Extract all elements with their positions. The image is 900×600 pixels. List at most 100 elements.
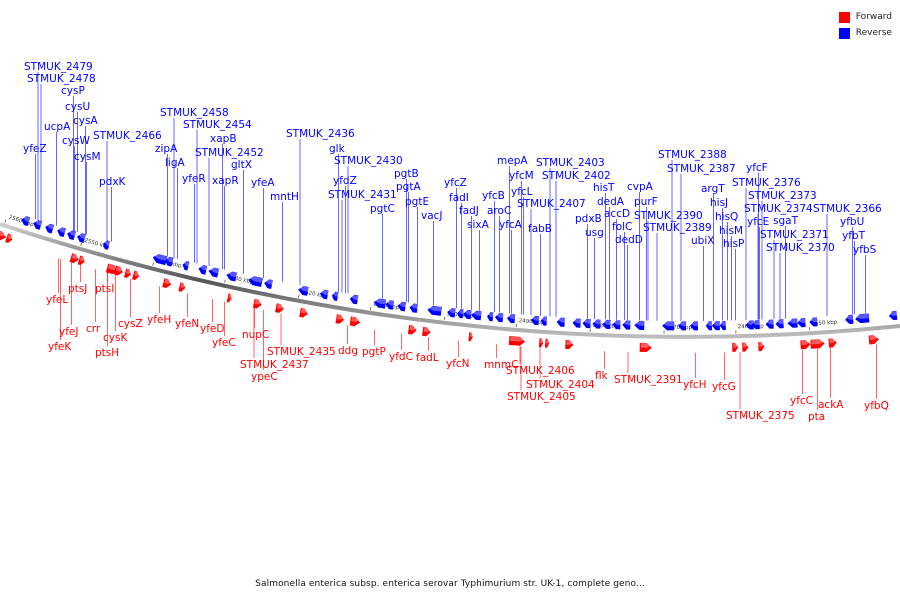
- gene-label-reverse[interactable]: yfdZ: [333, 175, 357, 294]
- reverse-feature[interactable]: [540, 316, 548, 326]
- forward-feature[interactable]: [538, 338, 544, 348]
- reverse-feature[interactable]: [56, 226, 67, 238]
- gene-label-reverse[interactable]: STMUK_2452: [195, 147, 264, 267]
- gene-label-forward[interactable]: yfcH: [683, 352, 707, 391]
- reverse-feature[interactable]: [662, 321, 675, 331]
- forward-feature[interactable]: [758, 342, 765, 352]
- gene-label-reverse[interactable]: STMUK_2371: [760, 229, 829, 320]
- gene-label-forward[interactable]: yfeN: [175, 293, 199, 330]
- gene-label-reverse[interactable]: hisM: [719, 225, 743, 321]
- gene-label-reverse[interactable]: cvpA: [627, 181, 654, 321]
- gene-label-reverse[interactable]: STMUK_2390: [634, 210, 703, 321]
- gene-label-forward[interactable]: fadL: [416, 336, 439, 364]
- reverse-feature[interactable]: [751, 320, 760, 330]
- gene-label-reverse[interactable]: pdxK: [99, 176, 127, 242]
- reverse-feature[interactable]: [592, 319, 601, 329]
- reverse-feature[interactable]: [506, 313, 516, 324]
- gene-label-forward[interactable]: yfeJ: [59, 262, 78, 338]
- gene-label-reverse[interactable]: usg: [585, 227, 604, 319]
- forward-feature[interactable]: [800, 340, 811, 350]
- gene-label-reverse[interactable]: mepA: [497, 155, 528, 314]
- gene-label-forward[interactable]: yfeH: [147, 286, 171, 326]
- gene-label-reverse[interactable]: STMUK_2403: [536, 157, 605, 317]
- legend-item-forward[interactable]: Forward: [838, 9, 892, 25]
- reverse-feature[interactable]: [385, 300, 395, 310]
- gene-label-reverse[interactable]: cysM: [74, 151, 101, 235]
- reverse-feature[interactable]: [495, 312, 504, 323]
- gene-label-reverse[interactable]: xapB: [210, 133, 237, 270]
- gene-label-reverse[interactable]: sixA: [467, 219, 490, 311]
- forward-feature[interactable]: [407, 325, 417, 335]
- gene-label-reverse[interactable]: STMUK_2458: [160, 107, 229, 258]
- forward-feature[interactable]: [508, 335, 526, 346]
- reverse-feature[interactable]: [349, 294, 359, 305]
- reverse-feature[interactable]: [373, 298, 387, 309]
- reverse-feature[interactable]: [556, 317, 566, 327]
- gene-label-reverse[interactable]: STMUK_2454: [183, 119, 252, 264]
- forward-feature[interactable]: [178, 282, 187, 292]
- reverse-feature[interactable]: [602, 319, 611, 330]
- forward-feature[interactable]: [742, 342, 749, 352]
- reverse-feature[interactable]: [76, 232, 87, 244]
- gene-label-reverse[interactable]: pgtC: [370, 203, 395, 299]
- gene-label-forward[interactable]: ypeC: [251, 310, 278, 383]
- reverse-feature[interactable]: [66, 229, 77, 241]
- gene-label-reverse[interactable]: STMUK_2407: [517, 198, 586, 316]
- gene-label-reverse[interactable]: yfbT: [842, 230, 866, 315]
- gene-label-reverse[interactable]: STMUK_2387: [667, 163, 736, 321]
- gene-label-reverse[interactable]: fabB: [528, 223, 552, 316]
- gene-label-reverse[interactable]: yfcL: [511, 186, 533, 315]
- gene-label-reverse[interactable]: yfbS: [853, 244, 877, 314]
- forward-feature[interactable]: [732, 342, 739, 352]
- gene-label-forward[interactable]: STMUK_2406: [506, 346, 575, 377]
- gene-label-reverse[interactable]: STMUK_2366: [813, 203, 882, 317]
- gene-label-reverse[interactable]: STMUK_2389: [643, 222, 712, 321]
- gene-label-reverse[interactable]: cysU: [65, 101, 90, 233]
- gene-label-forward[interactable]: ackA: [818, 347, 844, 411]
- gene-label-reverse[interactable]: STMUK_2374: [744, 203, 813, 320]
- forward-feature[interactable]: [275, 303, 285, 313]
- gene-label-reverse[interactable]: yfbU: [840, 216, 864, 315]
- gene-label-reverse[interactable]: STMUK_2388: [658, 149, 727, 321]
- gene-label-reverse[interactable]: hisT: [593, 182, 615, 320]
- reverse-feature[interactable]: [263, 279, 274, 289]
- gene-label-reverse[interactable]: hisP: [723, 238, 744, 321]
- gene-label-forward[interactable]: STMUK_2437: [240, 308, 309, 371]
- reverse-feature[interactable]: [427, 305, 442, 316]
- forward-feature[interactable]: [0, 230, 7, 242]
- gene-label-forward[interactable]: yfbQ: [864, 344, 889, 412]
- gene-label-reverse[interactable]: STMUK_2466: [93, 130, 162, 241]
- forward-feature[interactable]: [77, 255, 87, 266]
- forward-feature[interactable]: [5, 233, 14, 244]
- reverse-feature[interactable]: [787, 318, 798, 328]
- reverse-feature[interactable]: [32, 219, 43, 230]
- gene-label-reverse[interactable]: hisQ: [715, 211, 738, 321]
- forward-feature[interactable]: [639, 342, 652, 353]
- gene-label-forward[interactable]: yfdC: [389, 333, 413, 363]
- legend-item-reverse[interactable]: Reverse: [838, 25, 892, 41]
- reverse-feature[interactable]: [572, 318, 582, 328]
- reverse-feature[interactable]: [745, 320, 754, 330]
- reverse-feature[interactable]: [719, 321, 727, 331]
- gene-label-reverse[interactable]: STMUK_2370: [766, 242, 835, 319]
- gene-label-forward[interactable]: ptsI: [95, 272, 114, 295]
- gene-label-forward[interactable]: cysZ: [118, 278, 143, 330]
- gene-label-forward[interactable]: STMUK_2405: [507, 346, 576, 403]
- gene-label-reverse[interactable]: yfcM: [509, 170, 534, 315]
- reverse-feature[interactable]: [463, 309, 472, 320]
- gene-label-reverse[interactable]: yfcB: [482, 190, 505, 313]
- gene-label-reverse[interactable]: accD: [604, 208, 630, 320]
- gene-label-reverse[interactable]: sgaT: [773, 215, 799, 319]
- forward-feature[interactable]: [422, 326, 432, 337]
- reverse-feature[interactable]: [409, 303, 419, 313]
- reverse-feature[interactable]: [182, 260, 190, 271]
- reverse-feature[interactable]: [845, 314, 854, 325]
- reverse-feature[interactable]: [797, 318, 806, 328]
- gene-label-reverse[interactable]: gltX: [231, 159, 252, 274]
- gene-label-forward[interactable]: ptsH: [95, 272, 119, 359]
- reverse-feature[interactable]: [152, 253, 168, 266]
- gene-label-reverse[interactable]: STMUK_2430: [334, 155, 403, 294]
- gene-label-reverse[interactable]: ubiX: [691, 235, 714, 321]
- forward-feature[interactable]: [868, 335, 880, 345]
- gene-label-reverse[interactable]: vacJ: [421, 210, 443, 306]
